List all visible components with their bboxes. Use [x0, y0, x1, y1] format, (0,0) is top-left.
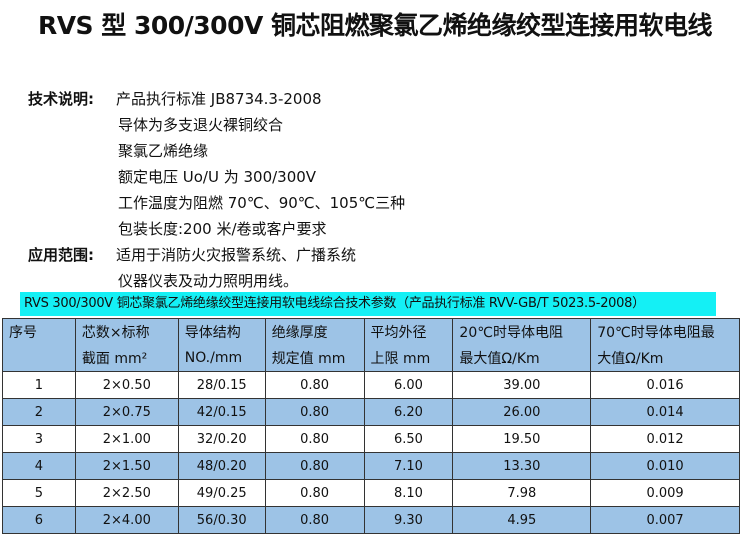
table-cell: 0.014: [590, 398, 740, 426]
table-cell: 19.50: [452, 425, 592, 453]
tech-line: 导体为多支退火裸铜绞合: [118, 116, 284, 134]
column-header: 平均外径: [363, 318, 454, 345]
table-cell: 3: [2, 425, 76, 453]
table-cell: 0.012: [590, 425, 740, 453]
table-cell: 39.00: [452, 371, 592, 399]
table-cell: 0.016: [590, 371, 740, 399]
page-title: RVS 型 300/300V 铜芯阻燃聚氯乙烯绝缘绞型连接用软电线: [37, 11, 713, 40]
table-cell: 13.30: [452, 452, 592, 480]
table-caption: RVS 300/300V 铜芯聚氯乙烯绝缘绞型连接用软电线综合技术参数（产品执行…: [20, 292, 716, 316]
table-cell: 6: [2, 506, 76, 534]
table-cell: 32/0.20: [177, 425, 266, 453]
table-cell: 2×0.50: [74, 371, 179, 399]
table-cell: 0.80: [264, 506, 365, 534]
table-cell: 2×0.75: [74, 398, 179, 426]
table-row: 4 2×1.50 48/0.20 0.80 7.10 13.30 0.010: [2, 452, 740, 480]
tech-line: 工作温度为阻燃 70℃、90℃、105℃三种: [118, 194, 406, 212]
table-cell: 49/0.25: [177, 479, 266, 507]
table-row: 5 2×2.50 49/0.25 0.80 8.10 7.98 0.009: [2, 479, 740, 507]
table-cell: 2: [2, 398, 76, 426]
table-cell: 26.00: [452, 398, 592, 426]
column-header: 上限 mm: [363, 345, 454, 372]
table-row: 1 2×0.50 28/0.15 0.80 6.00 39.00 0.016: [2, 371, 740, 399]
table-cell: 2×2.50: [74, 479, 179, 507]
table-cell: 0.80: [264, 479, 365, 507]
table-cell: 9.30: [363, 506, 454, 534]
column-header: 序号: [2, 318, 76, 345]
table-cell: 42/0.15: [177, 398, 266, 426]
tech-line: 产品执行标准 JB8734.3-2008: [116, 90, 322, 108]
application-line: 仪器仪表及动力照明用线。: [118, 272, 299, 290]
table-row: 3 2×1.00 32/0.20 0.80 6.50 19.50 0.012: [2, 425, 740, 453]
table-row: 2 2×0.75 42/0.15 0.80 6.20 26.00 0.014: [2, 398, 740, 426]
table-cell: 6.50: [363, 425, 454, 453]
table-cell: 28/0.15: [177, 371, 266, 399]
column-header: 绝缘厚度: [264, 318, 365, 345]
tech-line: 包装长度:200 米/卷或客户要求: [118, 220, 327, 238]
table-cell: 0.007: [590, 506, 740, 534]
tech-line: 聚氯乙烯绝缘: [118, 142, 209, 160]
table-cell: 6.00: [363, 371, 454, 399]
column-header: 截面 mm²: [74, 345, 179, 372]
column-header: 导体结构: [177, 318, 266, 345]
table-cell: 0.009: [590, 479, 740, 507]
table-cell: 6.20: [363, 398, 454, 426]
tech-line: 额定电压 Uo/U 为 300/300V: [118, 168, 317, 186]
header-row: 序号 芯数×标称 导体结构 绝缘厚度 平均外径 20℃时导体电阻 70℃时导体电阻最: [2, 318, 740, 345]
table-cell: 0.80: [264, 425, 365, 453]
table-cell: 5: [2, 479, 76, 507]
column-header: 70℃时导体电阻最: [590, 318, 740, 345]
table-cell: 8.10: [363, 479, 454, 507]
table-row: 6 2×4.00 56/0.30 0.80 9.30 4.95 0.007: [2, 506, 740, 534]
table-cell: 4.95: [452, 506, 592, 534]
application-line: 适用于消防火灾报警系统、广播系统: [116, 246, 357, 264]
column-header: 芯数×标称: [74, 318, 179, 345]
table-cell: 4: [2, 452, 76, 480]
spec-table: 序号 芯数×标称 导体结构 绝缘厚度 平均外径 20℃时导体电阻 70℃时导体电阻最 截面 m…: [2, 318, 740, 534]
table-cell: 0.80: [264, 452, 365, 480]
table-cell: 0.80: [264, 398, 365, 426]
table-cell: 2×4.00: [74, 506, 179, 534]
table-cell: 0.010: [590, 452, 740, 480]
column-header: 20℃时导体电阻: [452, 318, 592, 345]
table-cell: 7.98: [452, 479, 592, 507]
tech-label: 技术说明:: [28, 90, 94, 108]
column-header: 最大值Ω/Km: [452, 345, 592, 372]
table-cell: 7.10: [363, 452, 454, 480]
column-header: 规定值 mm: [264, 345, 365, 372]
table-cell: 2×1.00: [74, 425, 179, 453]
table-cell: 1: [2, 371, 76, 399]
table-cell: 56/0.30: [177, 506, 266, 534]
column-header: NO./mm: [177, 345, 266, 372]
application-label: 应用范围:: [28, 246, 94, 264]
column-header: [2, 345, 76, 372]
table-cell: 48/0.20: [177, 452, 266, 480]
header-row: 截面 mm² NO./mm 规定值 mm 上限 mm 最大值Ω/Km 大值Ω/Km: [2, 345, 740, 372]
table-cell: 2×1.50: [74, 452, 179, 480]
column-header: 大值Ω/Km: [590, 345, 740, 372]
table-cell: 0.80: [264, 371, 365, 399]
